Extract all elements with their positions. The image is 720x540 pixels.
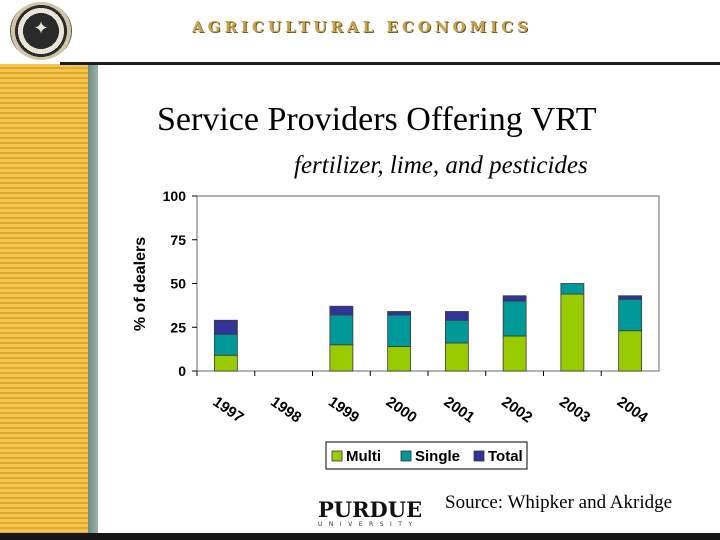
bar-total-2001: [444, 311, 469, 321]
chart-legend: Multi Single Total: [325, 441, 528, 470]
source-note: Source: Whipker and Akridge: [445, 492, 673, 513]
decorative-stripe: [0, 64, 92, 534]
bar-single-1997: [213, 333, 238, 356]
y-axis-label: % of dealers: [132, 237, 149, 331]
bar-multi-1997: [213, 354, 238, 372]
bar-multi-2001: [444, 342, 469, 372]
footer-rule: [0, 533, 720, 540]
y-tick-label: 50: [170, 276, 186, 292]
bar-total-2000: [387, 311, 412, 316]
bar-total-1997: [213, 319, 238, 335]
purdue-logo-text: PURDUE: [318, 497, 423, 522]
x-tick-label: 1999: [325, 393, 362, 426]
bar-single-2003: [560, 283, 585, 295]
seal-emblem-icon: ✦: [33, 18, 49, 39]
y-tick-label: 75: [170, 232, 186, 248]
bar-multi-2002: [502, 335, 527, 372]
plot-frame: [196, 195, 660, 372]
x-tick-label: 2004: [614, 393, 652, 426]
bar-single-2000: [387, 314, 412, 347]
bar-single-2004: [618, 298, 643, 332]
slide-subtitle: fertilizer, lime, and pesticides: [294, 152, 588, 179]
legend-label-total: Total: [488, 448, 523, 465]
x-tick-label: 2001: [441, 393, 478, 426]
y-tick-label: 0: [178, 363, 186, 379]
legend-swatch-total: [473, 450, 485, 462]
decorative-stripe-shadow: [88, 64, 98, 534]
purdue-logo-subtext: UNIVERSITY: [318, 521, 419, 528]
x-tick-label: 2003: [556, 393, 593, 426]
x-tick-label: 1998: [267, 393, 304, 426]
legend-swatch-multi: [331, 450, 343, 462]
header-banner-text: AGRICULTURAL ECONOMICS: [192, 18, 532, 36]
university-seal-icon: [10, 2, 72, 60]
y-tick-label: 25: [170, 319, 186, 335]
x-tick-label: 1997: [210, 393, 247, 426]
legend-label-single: Single: [415, 448, 460, 465]
bar-total-2002: [502, 295, 527, 302]
slide-title: Service Providers Offering VRT: [157, 101, 597, 138]
bar-single-2002: [502, 300, 527, 337]
x-tick-label: 2002: [498, 393, 535, 426]
bar-multi-2004: [618, 330, 643, 372]
legend-swatch-single: [400, 450, 412, 462]
bar-total-2004: [618, 295, 643, 300]
y-tick-label: 100: [163, 188, 187, 204]
bar-multi-1999: [329, 344, 354, 372]
legend-box: [325, 441, 528, 470]
legend-label-multi: Multi: [346, 448, 381, 465]
bar-multi-2000: [387, 346, 412, 372]
bar-single-2001: [444, 319, 469, 344]
plot-area: 0 25 50 75 100 1997 1998 1999 2000 2001 2002 2003 20…: [163, 188, 660, 427]
bar-multi-2003: [560, 293, 585, 372]
header-rule: [60, 62, 720, 65]
x-tick-label: 2000: [383, 393, 420, 426]
bar-total-1999: [329, 305, 354, 316]
bar-single-1999: [329, 314, 354, 346]
